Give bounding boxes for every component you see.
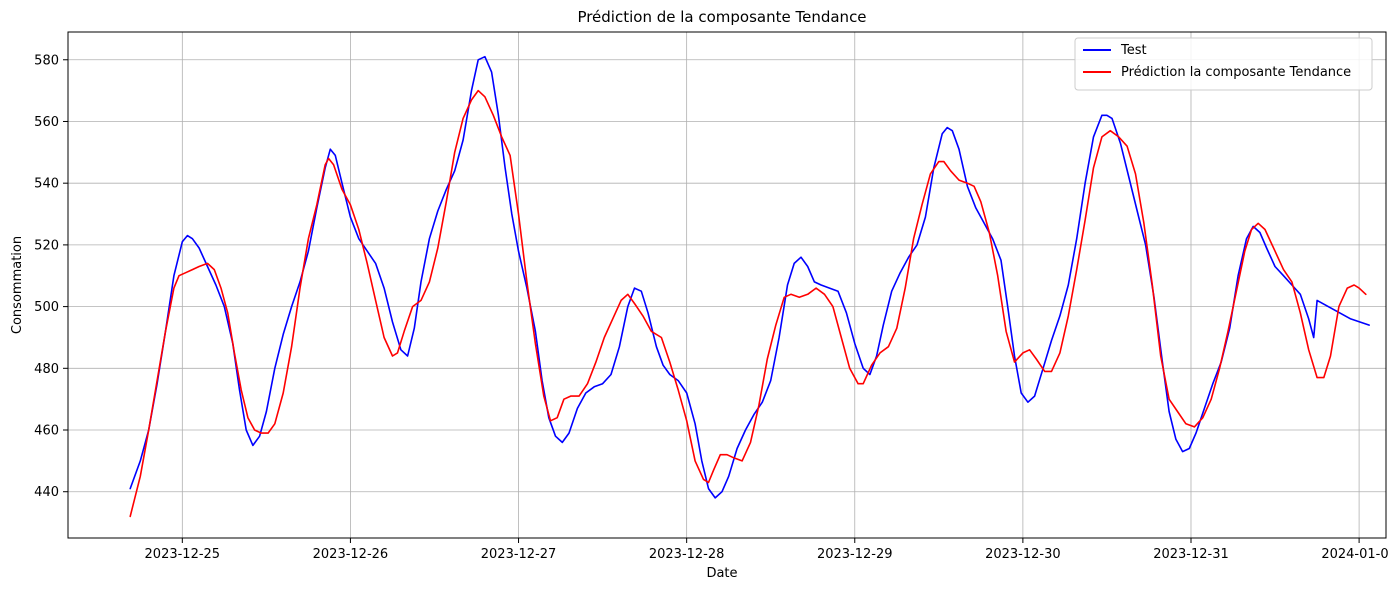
x-axis-ticks: 2023-12-25 2023-12-26 2023-12-27 2023-12-28… <box>145 538 1390 562</box>
x-tick-label: 2023-12-26 <box>313 547 389 562</box>
x-tick-label: 2024-01-01 <box>1321 547 1390 562</box>
x-tick-label: 2023-12-31 <box>1153 547 1229 562</box>
y-tick-label: 460 <box>34 424 59 439</box>
y-axis-label: Consommation <box>10 236 25 334</box>
y-tick-label: 580 <box>34 53 59 68</box>
x-tick-label: 2023-12-29 <box>817 547 893 562</box>
grid-lines <box>68 32 1386 538</box>
y-tick-label: 540 <box>34 177 59 192</box>
y-axis-ticks: 440 460 480 500 520 540 560 580 <box>34 53 68 500</box>
x-tick-label: 2023-12-27 <box>481 547 557 562</box>
y-tick-label: 500 <box>34 300 59 315</box>
y-tick-label: 480 <box>34 362 59 377</box>
y-tick-label: 560 <box>34 115 59 130</box>
x-tick-label: 2023-12-25 <box>145 547 221 562</box>
legend-frame <box>1074 37 1373 91</box>
chart-title: Prédiction de la composante Tendance <box>577 8 866 26</box>
legend-label-test: Test <box>1120 43 1147 58</box>
plot-frame <box>67 31 1387 539</box>
x-tick-label: 2023-12-30 <box>985 547 1061 562</box>
series-line-test <box>129 55 1370 499</box>
y-tick-label: 440 <box>34 485 59 500</box>
series-line-prediction <box>129 89 1367 518</box>
x-tick-label: 2023-12-28 <box>649 547 725 562</box>
x-axis-label: Date <box>706 566 737 581</box>
legend: Test Prédiction la composante Tendance <box>1074 37 1373 91</box>
series-lines <box>129 55 1370 518</box>
y-tick-label: 520 <box>34 238 59 253</box>
legend-label-prediction: Prédiction la composante Tendance <box>1121 65 1351 80</box>
